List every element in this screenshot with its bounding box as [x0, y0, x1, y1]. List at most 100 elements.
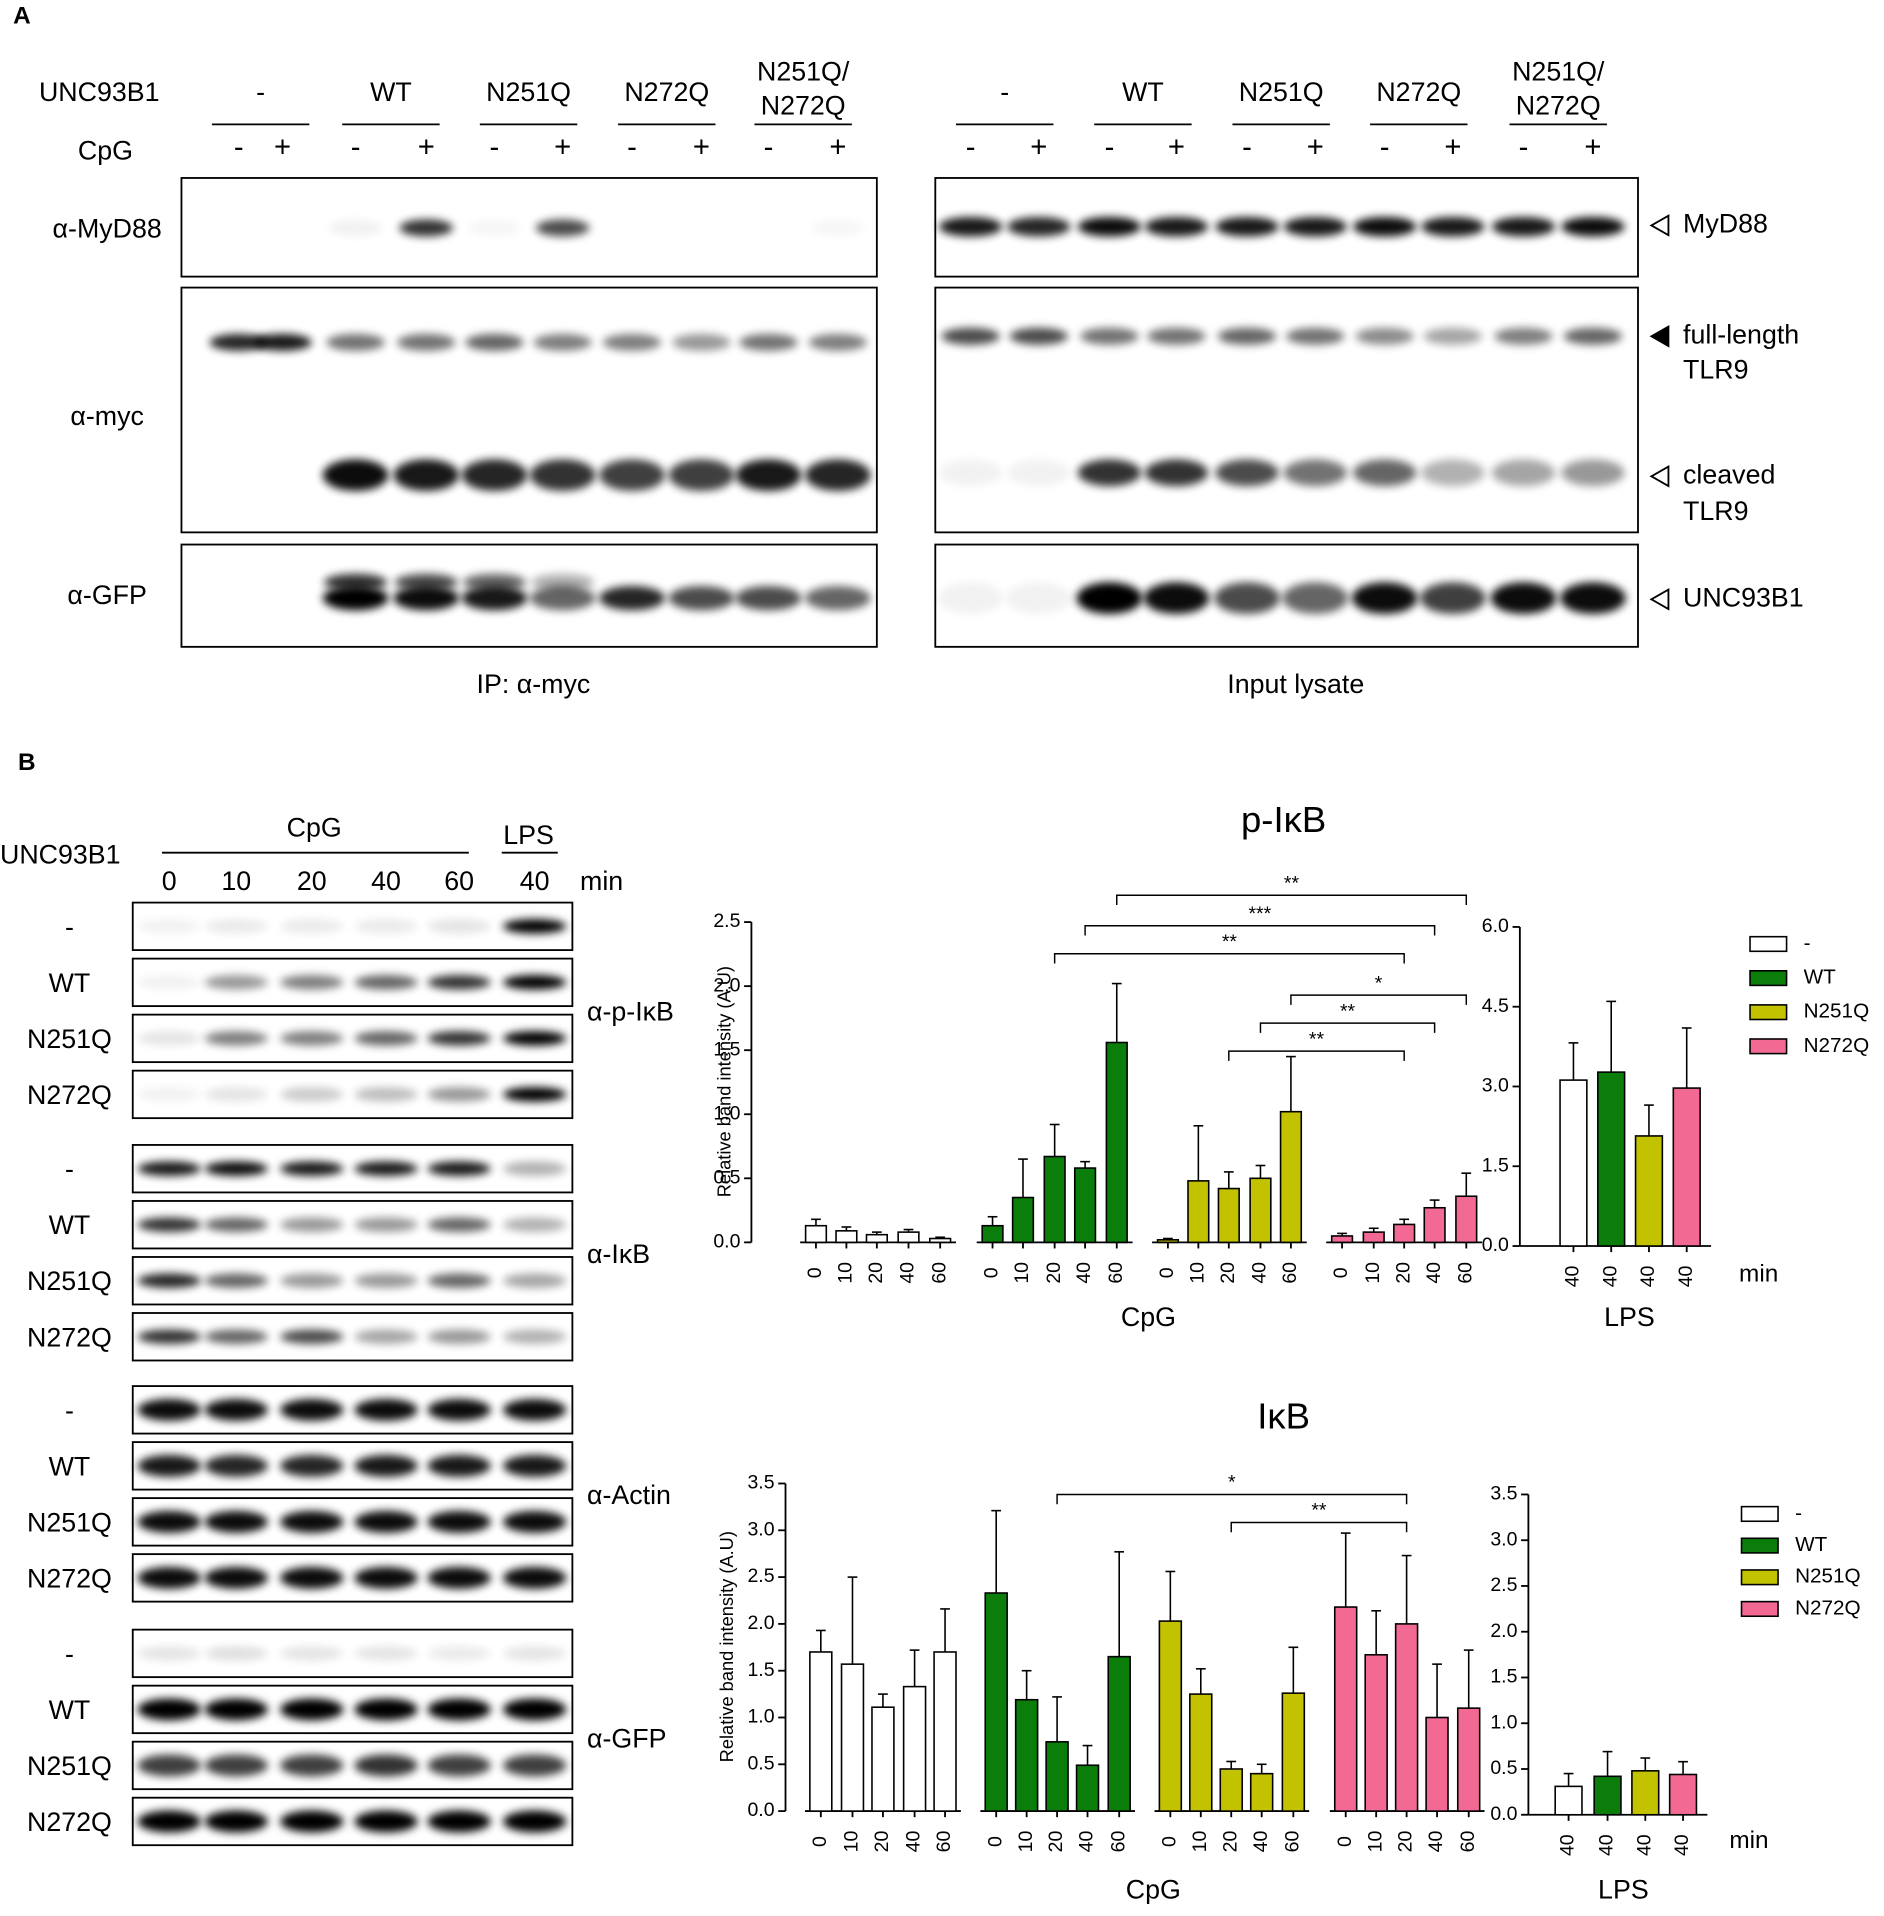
- row-name: WT: [49, 1451, 91, 1481]
- band: [502, 1161, 567, 1176]
- significance-bracket: [1228, 1050, 1405, 1061]
- y-tick-label: 3.0: [747, 1518, 774, 1540]
- bar: [1362, 1231, 1385, 1244]
- x-axis-label: CpG: [1121, 1302, 1176, 1332]
- row-name: N251Q: [27, 1751, 112, 1781]
- band: [137, 1510, 201, 1533]
- band: [427, 1217, 491, 1233]
- band: [280, 1646, 344, 1661]
- cpg-sign: -: [764, 131, 774, 163]
- y-tick-label: 3.0: [1490, 1528, 1517, 1550]
- bar: [1014, 1698, 1039, 1812]
- band: [322, 585, 389, 611]
- band: [468, 219, 522, 236]
- band: [397, 333, 456, 351]
- band: [204, 1754, 268, 1777]
- y-tick-label: 0.5: [747, 1752, 774, 1774]
- y-tick-label: 2.5: [1490, 1574, 1517, 1596]
- band: [354, 1273, 418, 1289]
- y-tick-label: 3.5: [1490, 1483, 1517, 1505]
- blot: [180, 177, 878, 278]
- band: [1355, 327, 1414, 345]
- band: [354, 1217, 418, 1233]
- group-label: N272Q: [1516, 90, 1601, 120]
- y-axis-label: Relative band intensity (A.U): [716, 1531, 737, 1762]
- bar: [1105, 1041, 1128, 1244]
- x-tick-label: 40: [1671, 1834, 1693, 1856]
- band: [354, 1329, 418, 1345]
- band: [137, 1810, 201, 1833]
- bar: [1634, 1135, 1664, 1247]
- y-tick-label: 2.0: [1490, 1620, 1517, 1642]
- y-tick-label: 0.5: [713, 1166, 740, 1188]
- x-tick-label: 10: [841, 1831, 863, 1853]
- band: [137, 1754, 201, 1777]
- bar: [1281, 1692, 1306, 1812]
- x-tick-label: 60: [1279, 1262, 1301, 1284]
- band: [137, 1031, 201, 1046]
- band: [354, 1087, 418, 1102]
- blot: [934, 286, 1639, 534]
- x-unit-label: min: [1729, 1827, 1768, 1854]
- bar: [1219, 1768, 1243, 1812]
- y-tick-label: 3.5: [747, 1472, 774, 1494]
- band: [1076, 582, 1143, 614]
- band: [502, 1754, 567, 1777]
- legend-label: N251Q: [1795, 1565, 1861, 1588]
- band: [280, 1031, 344, 1046]
- x-tick-label: 20: [1395, 1831, 1417, 1853]
- band: [502, 919, 567, 934]
- band: [137, 1398, 201, 1421]
- bar: [1189, 1693, 1213, 1812]
- row-name: WT: [49, 968, 91, 998]
- chart-title: p-IκB: [1241, 799, 1326, 840]
- bar: [1187, 1180, 1210, 1244]
- band: [280, 1161, 344, 1176]
- band: [204, 1810, 268, 1833]
- bar: [1668, 1773, 1698, 1816]
- x-tick-label: 40: [897, 1262, 919, 1284]
- band: [427, 975, 491, 990]
- significance-bracket: [1053, 953, 1405, 964]
- x-tick-label: 20: [1217, 1262, 1239, 1284]
- time-label: 60: [444, 866, 474, 896]
- significance-bracket: [1116, 894, 1468, 906]
- band: [427, 1698, 491, 1721]
- band: [1491, 216, 1556, 237]
- band: [602, 333, 662, 351]
- y-tick-label: 3.0: [1482, 1075, 1509, 1097]
- band: [1353, 459, 1417, 487]
- antibody-label: α-p-IκB: [587, 996, 674, 1026]
- cpg-sign: -: [966, 131, 976, 163]
- band: [326, 333, 385, 351]
- row-name: -: [65, 1639, 74, 1669]
- band: [938, 216, 1003, 237]
- x-tick-label: 40: [1599, 1265, 1621, 1287]
- band: [941, 327, 1000, 345]
- bar: [1073, 1167, 1097, 1244]
- bar: [1045, 1741, 1069, 1812]
- cpg-sign: +: [1584, 131, 1601, 163]
- band: [461, 585, 528, 611]
- x-tick-label: 40: [1249, 1262, 1271, 1284]
- band: [280, 1087, 344, 1102]
- band: [427, 1566, 491, 1589]
- bar: [1107, 1655, 1131, 1812]
- y-tick-label: 0.0: [1490, 1803, 1517, 1825]
- bar: [1631, 1770, 1660, 1816]
- band: [502, 1031, 567, 1046]
- band: [354, 1510, 418, 1533]
- band: [323, 573, 388, 591]
- band: [427, 1810, 491, 1833]
- band: [209, 333, 268, 351]
- x-tick-label: 40: [1633, 1834, 1655, 1856]
- band: [1421, 459, 1485, 487]
- x-tick-label: 10: [1186, 1262, 1208, 1284]
- antibody-label: α-myc: [70, 401, 143, 431]
- bar: [804, 1224, 828, 1244]
- band: [322, 459, 389, 491]
- band: [502, 975, 567, 990]
- band: [427, 1273, 491, 1289]
- blot: [131, 1553, 574, 1603]
- x-tick-label: 10: [835, 1262, 857, 1284]
